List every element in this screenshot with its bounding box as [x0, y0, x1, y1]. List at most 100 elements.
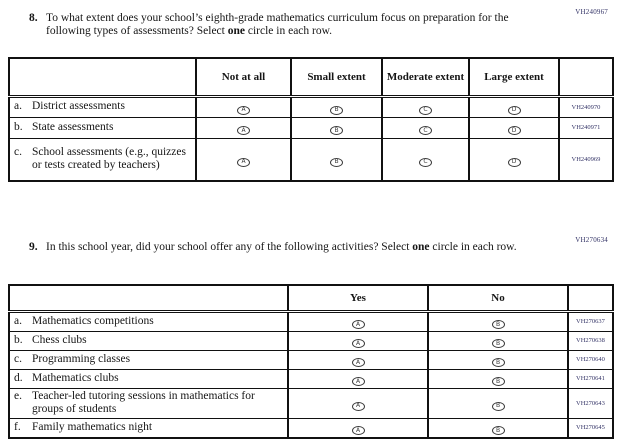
question-8-admin-code: VH240967: [575, 8, 608, 16]
answer-bubble-no[interactable]: B: [491, 401, 505, 411]
answer-bubble-no[interactable]: B: [491, 358, 505, 367]
table-row: f. Family mathematics night A B VH270645: [8, 417, 614, 439]
row-admin-code: VH240969: [558, 137, 614, 182]
option-cell: C: [381, 95, 470, 118]
table2-header-no: No: [427, 285, 569, 313]
answer-bubble-no[interactable]: B: [491, 377, 505, 386]
answer-bubble-no[interactable]: B: [491, 339, 505, 348]
answer-bubble-no[interactable]: B: [491, 320, 505, 329]
row-label: State assessments: [32, 120, 114, 133]
answer-bubble-d[interactable]: D: [507, 105, 521, 115]
table1-header-code-blank: [558, 58, 614, 98]
question-9-number: 9.: [29, 241, 38, 253]
row-label: Teacher-led tutoring sessions in mathema…: [32, 389, 255, 415]
table-row: b. Chess clubs A B VH270638: [8, 330, 614, 351]
question-8-text: To what extent does your school’s eighth…: [46, 12, 546, 38]
row-admin-code: VH270645: [567, 417, 614, 439]
question-9: 9. In this school year, did your school …: [29, 241, 546, 254]
row-admin-code: VH270637: [567, 310, 614, 332]
option-cell: A: [195, 116, 292, 139]
table2-header-blank: [8, 285, 289, 313]
question-8-text-start: To what extent does your school’s eighth…: [46, 12, 509, 37]
row-letter: c.: [14, 145, 22, 158]
row-admin-code: VH240970: [558, 95, 614, 118]
row-label: Programming classes: [32, 352, 131, 365]
option-cell: D: [468, 116, 560, 139]
row-letter: a.: [14, 100, 22, 112]
question-9-admin-code: VH270634: [575, 236, 608, 244]
row-letter: c.: [14, 352, 22, 365]
answer-bubble-a[interactable]: A: [237, 126, 250, 135]
row-label-cell: c. Programming classes: [8, 349, 289, 370]
answer-bubble-d[interactable]: D: [507, 126, 521, 135]
row-label-cell: b. State assessments: [8, 116, 197, 139]
table1-header-small-extent: Small extent: [290, 58, 383, 98]
row-label-cell: e. Teacher-led tutoring sessions in mathe…: [8, 387, 289, 419]
answer-bubble-c[interactable]: C: [419, 157, 432, 167]
row-label-cell: f. Family mathematics night: [8, 417, 289, 439]
question-8-bold-word: one: [227, 25, 245, 37]
question-8-text-end: circle in each row.: [244, 25, 333, 37]
option-cell: D: [468, 95, 560, 118]
table-row: c. Programming classes A B VH270640: [8, 349, 614, 370]
answer-bubble-yes[interactable]: A: [351, 339, 365, 348]
row-label-cell: d. Mathematics clubs: [8, 368, 289, 389]
option-cell: C: [381, 137, 470, 182]
option-cell: B: [427, 387, 569, 419]
question-8-answer-table: Not at all Small extent Moderate extent …: [8, 57, 614, 182]
option-cell: A: [287, 387, 429, 419]
row-letter: f.: [14, 420, 21, 433]
answer-bubble-yes[interactable]: A: [351, 377, 365, 386]
option-cell: B: [290, 95, 383, 118]
option-cell: B: [290, 137, 383, 182]
row-label: Mathematics clubs: [32, 371, 119, 384]
question-9-answer-table: Yes No a. Mathematics competitions A B VH…: [8, 284, 614, 439]
row-label-cell: a. District assessments: [8, 95, 197, 118]
row-admin-code: VH270643: [567, 387, 614, 419]
question-8: 8. To what extent does your school’s eig…: [29, 12, 546, 38]
table1-header-blank: [8, 58, 197, 98]
option-cell: A: [287, 368, 429, 389]
table1-header-row: Not at all Small extent Moderate extent …: [8, 58, 614, 98]
answer-bubble-b[interactable]: B: [330, 126, 343, 135]
option-cell: C: [381, 116, 470, 139]
answer-bubble-b[interactable]: B: [330, 157, 343, 167]
row-letter: e.: [14, 389, 22, 402]
answer-bubble-a[interactable]: A: [237, 157, 250, 167]
option-cell: B: [427, 417, 569, 439]
answer-bubble-a[interactable]: A: [237, 105, 250, 115]
answer-bubble-yes[interactable]: A: [351, 320, 365, 329]
option-cell: B: [290, 116, 383, 139]
row-admin-code: VH270640: [567, 349, 614, 370]
table2-header-code-blank: [567, 285, 614, 313]
table-row: c. School assessments (e.g., quizzes or t…: [8, 137, 614, 182]
answer-bubble-c[interactable]: C: [419, 105, 432, 115]
option-cell: B: [427, 330, 569, 351]
table1-header-large-extent: Large extent: [468, 58, 560, 98]
option-cell: A: [287, 349, 429, 370]
option-cell: A: [287, 310, 429, 332]
answer-bubble-yes[interactable]: A: [351, 401, 365, 411]
table2-header-yes: Yes: [287, 285, 429, 313]
question-9-bold-word: one: [412, 241, 430, 253]
table-row: a. Mathematics competitions A B VH270637: [8, 310, 614, 332]
answer-bubble-yes[interactable]: A: [351, 358, 365, 367]
row-label-cell: b. Chess clubs: [8, 330, 289, 351]
answer-bubble-c[interactable]: C: [419, 126, 432, 135]
answer-bubble-d[interactable]: D: [507, 157, 521, 167]
table2-header-row: Yes No: [8, 285, 614, 313]
question-8-number: 8.: [29, 12, 38, 24]
row-letter: b.: [14, 333, 23, 346]
row-label: School assessments (e.g., quizzes or tes…: [32, 145, 186, 171]
option-cell: A: [195, 95, 292, 118]
table-row: b. State assessments A B C D VH240971: [8, 116, 614, 139]
answer-bubble-b[interactable]: B: [330, 105, 343, 115]
answer-bubble-yes[interactable]: A: [351, 426, 365, 436]
row-label-cell: c. School assessments (e.g., quizzes or t…: [8, 137, 197, 182]
option-cell: B: [427, 368, 569, 389]
row-letter: b.: [14, 120, 23, 133]
table1-header-not-at-all: Not at all: [195, 58, 292, 98]
answer-bubble-no[interactable]: B: [491, 426, 505, 436]
row-label: Family mathematics night: [32, 420, 153, 433]
